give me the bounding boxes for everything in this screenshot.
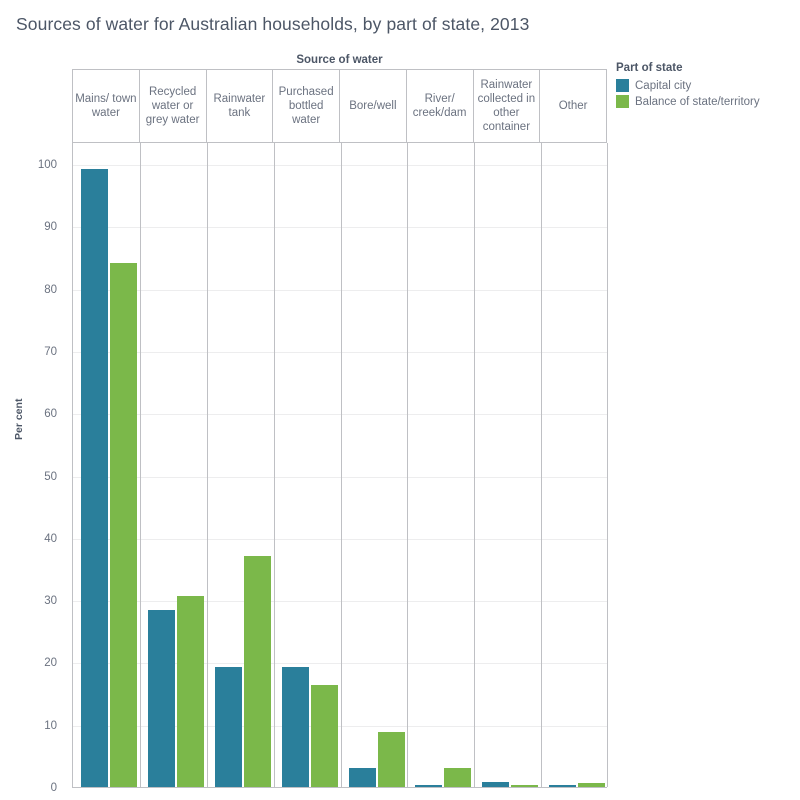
bar-series-container: [73, 143, 607, 787]
x-axis-category-header: Bore/well: [340, 70, 407, 142]
category-divider: [207, 143, 208, 787]
y-axis-tick-labels: 0 10 20 30 40 50 60 70 80 90 100: [0, 143, 66, 794]
category-divider: [407, 143, 408, 787]
gridline: [73, 414, 608, 416]
bar[interactable]: [415, 784, 443, 787]
bar[interactable]: [81, 168, 108, 787]
bar-group: [73, 143, 140, 787]
legend-item-label: Capital city: [635, 79, 692, 92]
x-axis-category-header: Other: [540, 70, 607, 142]
gridline: [73, 538, 608, 540]
x-axis-category-header-table: Mains/ town water Recycled water or grey …: [72, 69, 607, 143]
y-axis-title: Per cent: [13, 398, 25, 440]
legend-item-label: Balance of state/territory: [635, 95, 760, 108]
bar[interactable]: [281, 666, 309, 787]
gridline: [73, 227, 608, 229]
category-divider: [274, 143, 275, 787]
gridline: [73, 725, 608, 727]
category-divider: [140, 143, 141, 787]
y-axis-tick-label: 100: [37, 159, 57, 171]
bar[interactable]: [214, 666, 242, 787]
bar-group: [140, 143, 207, 787]
category-divider: [607, 143, 608, 787]
bar[interactable]: [482, 782, 510, 787]
bar-group: [407, 143, 474, 787]
bar-group: [207, 143, 274, 787]
bar[interactable]: [444, 768, 472, 787]
bar[interactable]: [310, 685, 338, 787]
y-axis-tick-label: 40: [44, 532, 57, 545]
gridline: [73, 476, 608, 478]
bar[interactable]: [147, 610, 175, 787]
x-axis-category-header: Recycled water or grey water: [140, 70, 207, 142]
bar[interactable]: [549, 785, 577, 787]
bar[interactable]: [243, 555, 271, 787]
y-axis-tick-label: 10: [44, 719, 57, 732]
legend-title: Part of state: [616, 62, 683, 74]
bar[interactable]: [110, 263, 137, 787]
x-axis-category-header: River/ creek/dam: [407, 70, 474, 142]
x-axis-category-header: Rainwater tank: [207, 70, 274, 142]
x-axis-group-title: Source of water: [296, 54, 383, 66]
bar[interactable]: [578, 783, 606, 787]
legend-item[interactable]: Balance of state/territory: [616, 95, 760, 108]
page-title: Sources of water for Australian househol…: [16, 14, 530, 34]
y-axis-tick-label: 20: [44, 657, 57, 670]
gridline: [73, 289, 608, 291]
gridline: [73, 165, 608, 166]
y-axis-tick-label: 30: [44, 595, 57, 608]
legend: Part of state Capital city Balance of sta…: [616, 62, 760, 111]
category-divider: [474, 143, 475, 787]
y-axis-tick-label: 50: [44, 470, 57, 483]
horizontal-gridlines: [73, 143, 608, 787]
y-axis-tick-label: 70: [44, 345, 57, 358]
y-axis-tick-label: 90: [44, 221, 57, 234]
y-axis-tick-label: 0: [50, 782, 57, 794]
legend-item[interactable]: Capital city: [616, 79, 760, 92]
legend-swatch-icon: [616, 79, 629, 92]
x-axis-category-header: Mains/ town water: [72, 70, 140, 142]
bar-group: [341, 143, 408, 787]
gridline: [73, 663, 608, 665]
y-axis-tick-label: 60: [44, 408, 57, 421]
bar[interactable]: [348, 767, 376, 787]
bar-group: [274, 143, 341, 787]
gridline: [73, 601, 608, 603]
legend-swatch-icon: [616, 95, 629, 108]
bar[interactable]: [176, 596, 204, 787]
gridline: [73, 351, 608, 353]
x-axis-category-header: Rainwater collected in other container: [474, 70, 541, 142]
category-column-dividers: [73, 143, 608, 787]
x-axis-category-header: Purchased bottled water: [273, 70, 340, 142]
legend-items: Capital city Balance of state/territory: [616, 79, 760, 108]
bar-group: [474, 143, 541, 787]
plot-area: [72, 143, 608, 788]
bar[interactable]: [511, 784, 539, 787]
y-axis-tick-label: 80: [44, 283, 57, 296]
bar-group: [541, 143, 608, 787]
bar[interactable]: [377, 732, 405, 787]
category-divider: [541, 143, 542, 787]
category-divider: [341, 143, 342, 787]
